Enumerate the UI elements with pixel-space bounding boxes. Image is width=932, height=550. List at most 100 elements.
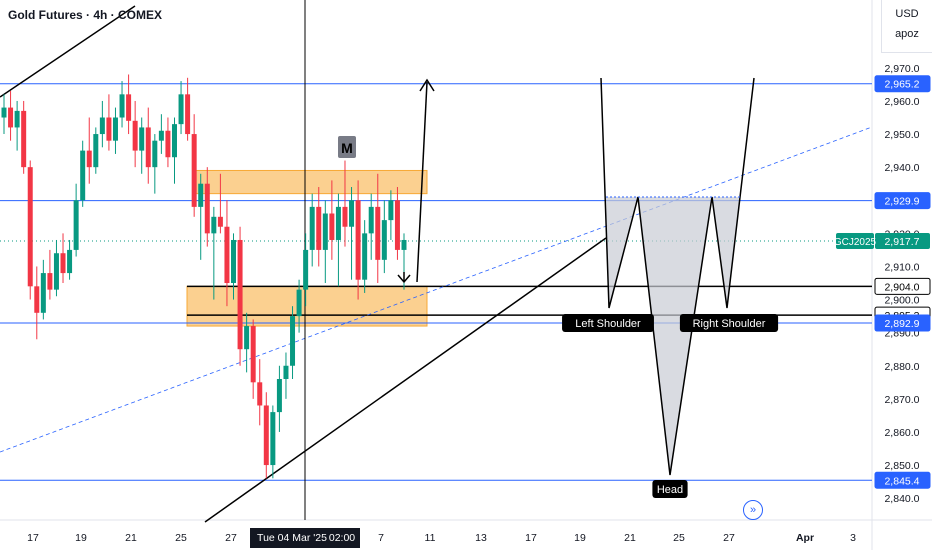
candle-body — [375, 206, 381, 260]
candle-body — [394, 200, 400, 250]
y-tick-label: 2,900.0 — [884, 295, 919, 307]
candle-body — [368, 206, 374, 234]
candle-body — [388, 200, 394, 221]
candle-body — [132, 120, 138, 151]
x-tick-label: 11 — [425, 532, 436, 544]
level-price-tag-bg — [874, 314, 931, 332]
candle — [106, 94, 112, 151]
candle — [303, 233, 309, 307]
left-shoulder-label: Left Shoulder — [575, 318, 641, 330]
symbol-tag-bg — [836, 232, 874, 249]
candle-body — [355, 200, 361, 280]
candle-body — [53, 253, 59, 290]
candle — [67, 239, 73, 280]
x-tick-label: 19 — [574, 532, 586, 544]
level-price-tag: 2,965.2 — [884, 79, 919, 91]
candle-body — [185, 94, 191, 135]
candle — [21, 100, 27, 174]
trend-line — [204, 237, 607, 523]
candle — [93, 127, 99, 174]
candle-body — [303, 249, 309, 290]
candle-body — [257, 382, 263, 406]
m-tag-bg — [338, 136, 356, 158]
candle-body — [145, 127, 151, 168]
candle — [381, 200, 387, 274]
x-tick-label: 17 — [27, 532, 39, 544]
candle-body — [309, 206, 315, 250]
symbol-tag: GCJ2025 — [834, 237, 877, 248]
candle-body — [401, 239, 407, 250]
candle-body — [270, 412, 276, 466]
candle — [231, 233, 237, 300]
projection-arrowhead — [419, 78, 435, 92]
candle — [34, 266, 40, 340]
candle-body — [119, 94, 125, 118]
trend-line-upper — [0, 5, 136, 98]
candle — [80, 140, 86, 207]
candle-body — [67, 249, 73, 274]
candle — [322, 200, 328, 284]
candle-body — [171, 124, 177, 158]
y-tick-label: 2,840.0 — [884, 493, 919, 505]
candle — [237, 226, 243, 366]
scroll-to-realtime-icon[interactable]: » — [743, 500, 763, 520]
cursor-date-label: Tue 04 Mar '25 — [257, 532, 327, 544]
supply-demand-zone — [194, 169, 428, 195]
candle — [152, 134, 158, 194]
candle — [1, 94, 7, 135]
head-label: Head — [657, 484, 683, 496]
x-tick-label: 21 — [125, 532, 137, 544]
x-tick-label: 25 — [673, 532, 685, 544]
candle — [40, 259, 46, 320]
supply-demand-zone — [186, 285, 428, 327]
x-tick-label: 3 — [850, 532, 856, 544]
currency-selector[interactable]: USD apoz — [881, 0, 932, 53]
level-price-tag: 2,892.9 — [884, 318, 919, 330]
y-tick-label: 2,910.0 — [884, 261, 919, 273]
y-tick-label: 2,860.0 — [884, 427, 919, 439]
candle — [99, 100, 105, 148]
candle — [8, 91, 14, 141]
x-tick-label: 27 — [225, 532, 237, 544]
candle-body — [211, 216, 217, 234]
level-price-tag-bg — [874, 277, 931, 295]
cursor-date-bg — [250, 528, 360, 548]
candle — [191, 114, 197, 217]
candle-body — [86, 150, 92, 168]
candle-body — [158, 130, 164, 141]
currency-label: USD — [895, 8, 919, 20]
x-tick-label: 21 — [624, 532, 636, 544]
candle — [375, 173, 381, 284]
currency-sublabel: apoz — [895, 28, 919, 40]
candle — [145, 107, 151, 184]
right-shoulder-label-bg — [679, 314, 779, 332]
trend-line-dashed — [0, 126, 873, 453]
candle — [296, 279, 302, 333]
projection-arrow-line — [416, 81, 428, 283]
candle-body — [106, 117, 112, 141]
x-tick-label: 27 — [723, 532, 735, 544]
candle — [283, 352, 289, 399]
x-tick-label: 13 — [475, 532, 487, 544]
candle — [263, 392, 269, 479]
candle — [368, 193, 374, 260]
candle-body — [93, 134, 99, 168]
candle — [178, 81, 184, 135]
x-tick-label: 7 — [378, 532, 384, 544]
candle-body — [237, 239, 243, 350]
m-tag-label: M — [341, 140, 353, 156]
head-shoulders-outline — [600, 77, 755, 476]
candle — [14, 100, 20, 151]
candle-body — [231, 239, 237, 284]
candle — [211, 206, 217, 300]
candle — [244, 312, 250, 373]
y-tick-label: 2,960.0 — [884, 96, 919, 108]
level-price-tag-bg — [874, 192, 931, 210]
candle-body — [165, 130, 171, 158]
pattern-fill — [606, 197, 740, 475]
candle — [329, 180, 335, 260]
x-tick-label: 17 — [525, 532, 537, 544]
candle-body — [290, 316, 296, 366]
